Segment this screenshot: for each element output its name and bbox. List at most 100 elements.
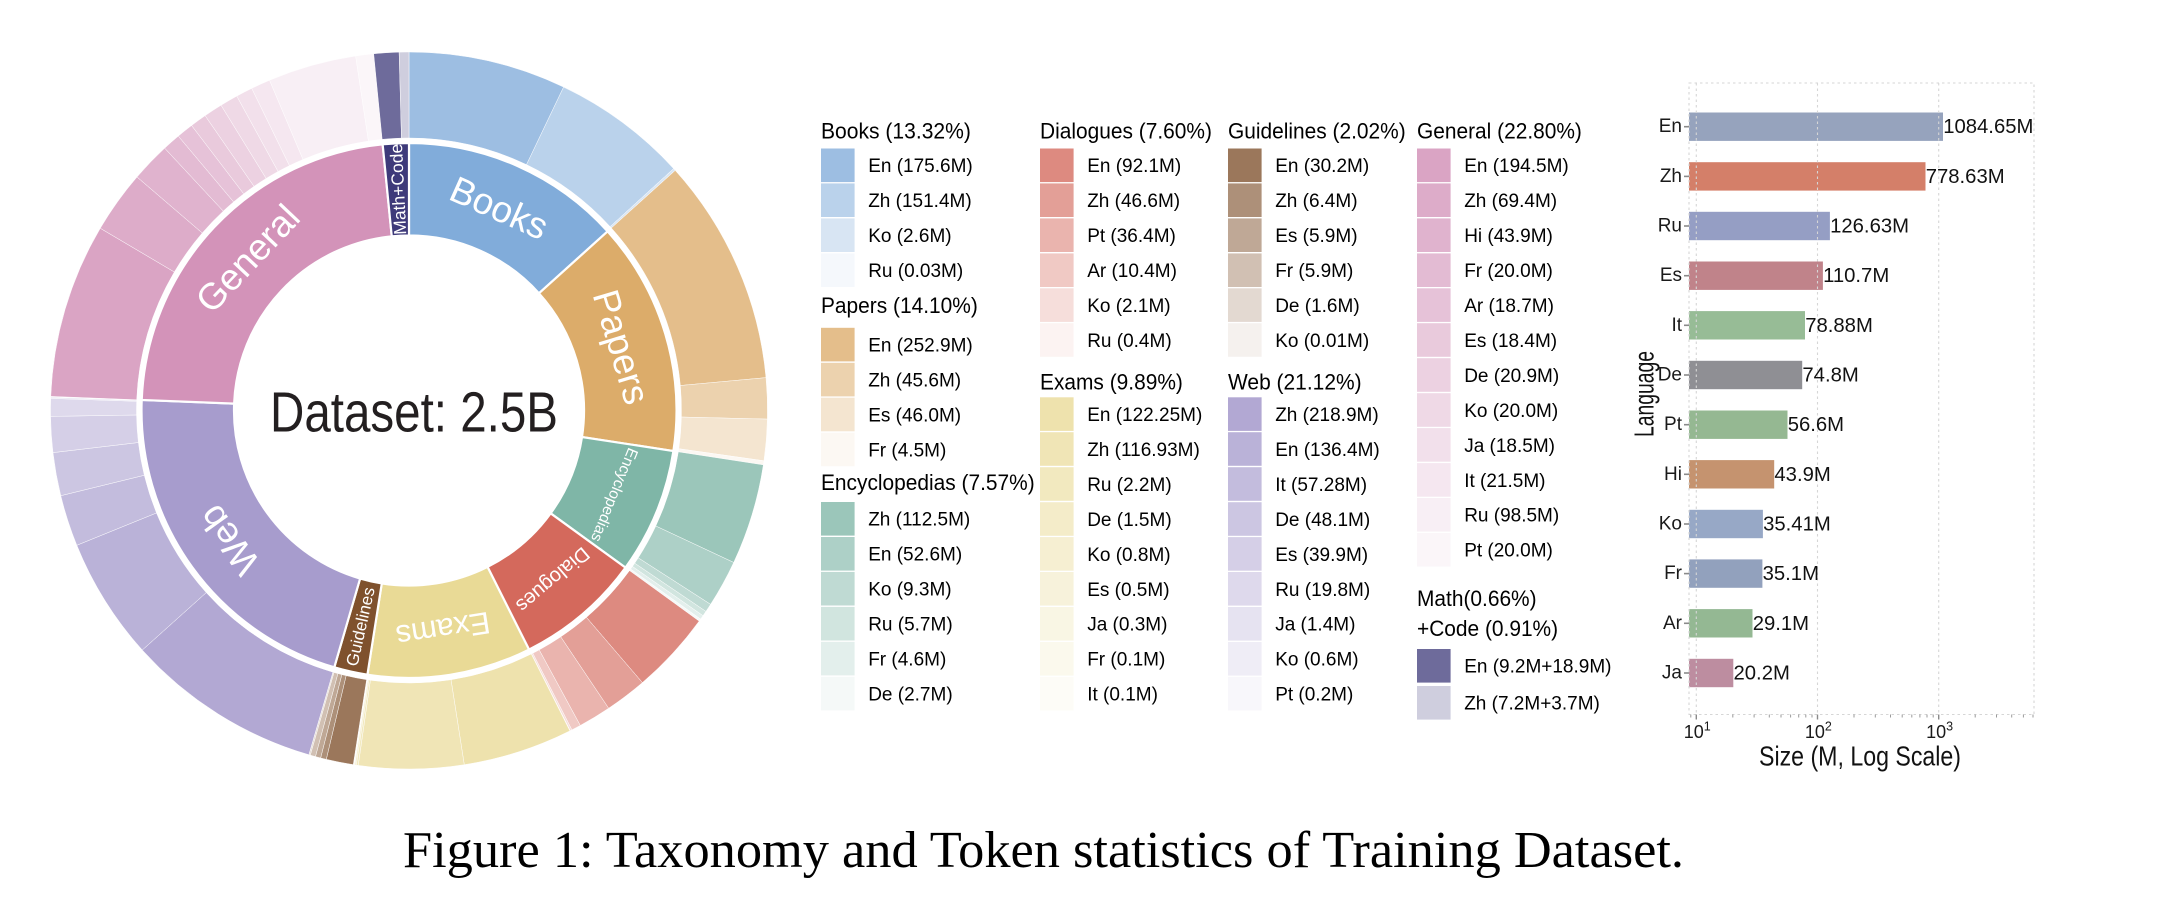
svg-text:Papers (14.10%): Papers (14.10%) <box>821 293 978 318</box>
svg-text:Ko (0.8M): Ko (0.8M) <box>1087 545 1170 566</box>
svg-text:Ru (98.5M): Ru (98.5M) <box>1464 506 1559 527</box>
svg-text:Size (M, Log Scale): Size (M, Log Scale) <box>1759 741 1961 772</box>
svg-text:Ja (1.4M): Ja (1.4M) <box>1275 615 1355 636</box>
svg-text:Es (39.9M): Es (39.9M) <box>1275 545 1368 566</box>
svg-text:Zh: Zh <box>1660 166 1682 187</box>
svg-text:56.6M: 56.6M <box>1788 414 1844 436</box>
svg-text:Ko (2.6M): Ko (2.6M) <box>868 226 951 247</box>
svg-text:Zh (7.2M+3.7M): Zh (7.2M+3.7M) <box>1464 694 1600 715</box>
svg-text:Dataset: 2.5B: Dataset: 2.5B <box>270 381 558 445</box>
svg-text:35.1M: 35.1M <box>1763 563 1819 585</box>
svg-text:Ko (2.1M): Ko (2.1M) <box>1087 296 1170 317</box>
svg-text:Ko: Ko <box>1659 514 1682 535</box>
svg-text:Pt (36.4M): Pt (36.4M) <box>1087 226 1176 247</box>
svg-text:Es (5.9M): Es (5.9M) <box>1275 226 1357 247</box>
svg-text:Es (46.0M): Es (46.0M) <box>868 405 961 426</box>
svg-text:En (252.9M): En (252.9M) <box>868 336 973 357</box>
svg-text:Language: Language <box>1629 351 1660 437</box>
svg-text:En (122.25M): En (122.25M) <box>1087 405 1202 426</box>
svg-text:De (1.6M): De (1.6M) <box>1275 296 1359 317</box>
svg-text:Ru (5.7M): Ru (5.7M) <box>868 615 952 636</box>
svg-text:Pt (20.0M): Pt (20.0M) <box>1464 541 1553 562</box>
svg-text:Zh (6.4M): Zh (6.4M) <box>1275 191 1357 212</box>
svg-text:Ar: Ar <box>1663 613 1683 634</box>
svg-text:110.7M: 110.7M <box>1823 265 1889 287</box>
svg-text:101: 101 <box>1684 720 1711 743</box>
svg-text:Zh (69.4M): Zh (69.4M) <box>1464 191 1557 212</box>
svg-text:1084.65M: 1084.65M <box>1943 116 2033 138</box>
svg-text:Ja (0.3M): Ja (0.3M) <box>1087 615 1167 636</box>
svg-text:Ru: Ru <box>1658 216 1682 237</box>
svg-text:Ru (0.03M): Ru (0.03M) <box>868 261 963 282</box>
svg-text:It (21.5M): It (21.5M) <box>1464 471 1545 492</box>
svg-text:Pt (0.2M): Pt (0.2M) <box>1275 685 1353 706</box>
svg-text:En: En <box>1659 116 1682 137</box>
svg-text:En (136.4M): En (136.4M) <box>1275 440 1380 461</box>
svg-text:Fr (4.5M): Fr (4.5M) <box>868 440 946 461</box>
svg-text:Exams (9.89%): Exams (9.89%) <box>1040 370 1183 395</box>
svg-text:Zh (151.4M): Zh (151.4M) <box>868 191 971 212</box>
svg-text:Es (0.5M): Es (0.5M) <box>1087 580 1169 601</box>
svg-text:De (1.5M): De (1.5M) <box>1087 510 1171 531</box>
svg-text:43.9M: 43.9M <box>1774 464 1830 486</box>
svg-text:Ja: Ja <box>1662 663 1683 684</box>
svg-text:Encyclopedias (7.57%): Encyclopedias (7.57%) <box>821 470 1035 495</box>
svg-text:103: 103 <box>1926 720 1953 743</box>
svg-text:De: De <box>1658 365 1682 386</box>
svg-text:Ru (19.8M): Ru (19.8M) <box>1275 580 1370 601</box>
svg-text:Ar (10.4M): Ar (10.4M) <box>1087 261 1177 282</box>
svg-text:En (9.2M+18.9M): En (9.2M+18.9M) <box>1464 657 1611 678</box>
svg-text:General (22.80%): General (22.80%) <box>1417 119 1582 144</box>
svg-text:Books (13.32%): Books (13.32%) <box>821 119 971 144</box>
svg-text:Ar (18.7M): Ar (18.7M) <box>1464 296 1554 317</box>
svg-text:Zh (116.93M): Zh (116.93M) <box>1087 440 1200 461</box>
svg-text:En (30.2M): En (30.2M) <box>1275 156 1369 177</box>
svg-text:29.1M: 29.1M <box>1753 613 1809 635</box>
svg-text:En (194.5M): En (194.5M) <box>1464 156 1569 177</box>
svg-text:20.2M: 20.2M <box>1734 663 1790 685</box>
svg-text:Hi (43.9M): Hi (43.9M) <box>1464 226 1553 247</box>
svg-text:Ru (0.4M): Ru (0.4M) <box>1087 331 1171 352</box>
svg-text:126.63M: 126.63M <box>1830 216 1909 238</box>
svg-text:Zh (218.9M): Zh (218.9M) <box>1275 405 1378 426</box>
svg-text:Fr (4.6M): Fr (4.6M) <box>868 650 946 671</box>
svg-text:Web (21.12%): Web (21.12%) <box>1228 370 1362 395</box>
svg-text:Ru (2.2M): Ru (2.2M) <box>1087 475 1171 496</box>
svg-text:Figure 1: Taxonomy and Token s: Figure 1: Taxonomy and Token statistics … <box>403 822 1684 879</box>
svg-text:Ko (20.0M): Ko (20.0M) <box>1464 401 1558 422</box>
svg-text:778.63M: 778.63M <box>1926 166 2005 188</box>
svg-text:+Code (0.91%): +Code (0.91%) <box>1417 616 1558 641</box>
svg-text:Math+Code: Math+Code <box>386 143 410 235</box>
svg-text:It: It <box>1671 315 1682 336</box>
svg-text:Math(0.66%): Math(0.66%) <box>1417 586 1537 611</box>
svg-text:Ko (0.01M): Ko (0.01M) <box>1275 331 1369 352</box>
svg-text:Es: Es <box>1660 265 1682 286</box>
svg-text:Pt: Pt <box>1664 414 1683 435</box>
svg-text:Fr (5.9M): Fr (5.9M) <box>1275 261 1353 282</box>
svg-text:Hi: Hi <box>1664 464 1682 485</box>
svg-text:Zh (112.5M): Zh (112.5M) <box>868 510 970 531</box>
svg-text:De (20.9M): De (20.9M) <box>1464 366 1559 387</box>
svg-text:It (0.1M): It (0.1M) <box>1087 685 1158 706</box>
svg-text:35.41M: 35.41M <box>1763 514 1831 536</box>
svg-text:74.8M: 74.8M <box>1802 365 1858 387</box>
svg-text:Fr: Fr <box>1664 563 1683 584</box>
svg-text:En (52.6M): En (52.6M) <box>868 545 962 566</box>
svg-text:En (92.1M): En (92.1M) <box>1087 156 1181 177</box>
svg-text:Ko (0.6M): Ko (0.6M) <box>1275 650 1358 671</box>
svg-text:78.88M: 78.88M <box>1805 315 1873 337</box>
svg-text:102: 102 <box>1805 720 1832 743</box>
svg-text:En (175.6M): En (175.6M) <box>868 156 973 177</box>
svg-text:Guidelines (2.02%): Guidelines (2.02%) <box>1228 119 1406 144</box>
svg-text:It (57.28M): It (57.28M) <box>1275 475 1367 496</box>
svg-text:Fr (0.1M): Fr (0.1M) <box>1087 650 1165 671</box>
svg-text:Ko (9.3M): Ko (9.3M) <box>868 580 951 601</box>
svg-text:Zh (45.6M): Zh (45.6M) <box>868 370 961 391</box>
svg-text:Fr (20.0M): Fr (20.0M) <box>1464 261 1553 282</box>
svg-text:Es (18.4M): Es (18.4M) <box>1464 331 1557 352</box>
svg-text:Ja (18.5M): Ja (18.5M) <box>1464 436 1555 457</box>
svg-text:Dialogues (7.60%): Dialogues (7.60%) <box>1040 119 1212 144</box>
svg-text:De (48.1M): De (48.1M) <box>1275 510 1370 531</box>
svg-text:De (2.7M): De (2.7M) <box>868 685 952 706</box>
svg-text:Zh (46.6M): Zh (46.6M) <box>1087 191 1180 212</box>
